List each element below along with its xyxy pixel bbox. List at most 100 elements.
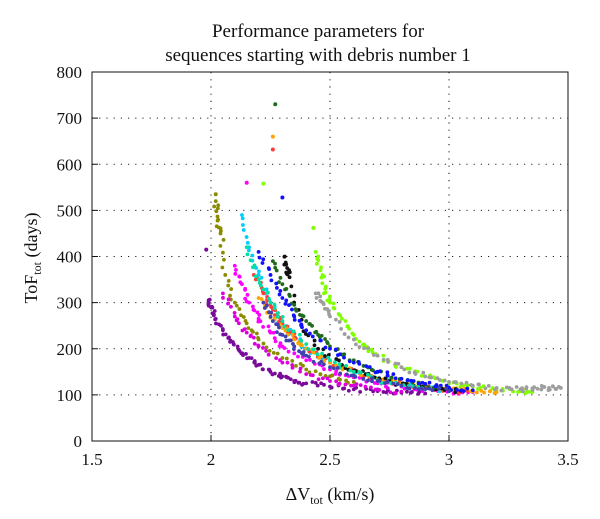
data-point xyxy=(294,363,298,368)
data-point xyxy=(244,180,249,185)
data-point xyxy=(351,337,356,342)
data-point xyxy=(298,366,303,371)
data-point xyxy=(393,361,398,366)
data-point xyxy=(286,332,291,337)
data-point xyxy=(405,389,409,394)
data-point xyxy=(344,363,349,368)
data-point xyxy=(328,314,332,319)
data-point xyxy=(280,374,285,379)
y-tick-label: 300 xyxy=(57,294,83,313)
x-tick-label: 3.5 xyxy=(557,450,578,469)
data-point xyxy=(465,386,470,391)
data-point xyxy=(364,364,369,369)
data-point xyxy=(271,350,276,355)
data-point xyxy=(342,352,347,357)
data-point xyxy=(244,321,249,326)
data-point xyxy=(272,302,277,307)
data-point xyxy=(405,378,410,383)
data-point xyxy=(226,301,230,306)
data-point xyxy=(311,359,316,364)
data-point xyxy=(304,328,309,333)
data-point xyxy=(274,356,279,361)
data-point xyxy=(328,358,332,363)
data-point xyxy=(266,296,271,301)
data-point xyxy=(240,282,244,287)
data-point xyxy=(261,257,266,262)
data-point xyxy=(499,388,504,393)
data-point xyxy=(284,298,289,303)
data-point xyxy=(258,362,263,367)
data-point xyxy=(283,301,288,306)
data-point xyxy=(292,314,297,319)
data-point xyxy=(288,338,293,343)
data-point xyxy=(243,296,248,301)
x-tick-label: 2 xyxy=(207,450,216,469)
data-point xyxy=(277,292,282,297)
data-point xyxy=(214,321,218,326)
data-point xyxy=(221,250,225,255)
data-point xyxy=(323,286,328,291)
data-point xyxy=(394,365,398,369)
data-point xyxy=(509,387,514,392)
data-point xyxy=(319,265,323,270)
data-point xyxy=(326,355,331,360)
data-point xyxy=(328,300,332,305)
data-point xyxy=(334,379,339,384)
data-point xyxy=(323,290,328,295)
data-point xyxy=(304,372,309,377)
data-point xyxy=(272,313,277,318)
data-point xyxy=(259,275,264,280)
data-point xyxy=(311,347,316,352)
data-point xyxy=(347,359,352,364)
data-point xyxy=(254,331,259,336)
x-axis-label-base: ΔV xyxy=(286,484,311,504)
data-point xyxy=(316,346,320,351)
data-point xyxy=(362,346,366,351)
data-point xyxy=(266,324,271,329)
data-point xyxy=(297,380,302,385)
data-point xyxy=(334,317,338,322)
data-point xyxy=(274,268,279,273)
data-point xyxy=(215,206,220,211)
data-point xyxy=(474,390,479,395)
data-point xyxy=(267,267,272,272)
data-point xyxy=(288,377,293,382)
data-point xyxy=(328,365,332,370)
data-point xyxy=(343,382,348,387)
data-point xyxy=(290,363,295,367)
data-point xyxy=(216,203,221,208)
data-point xyxy=(226,297,231,302)
data-point xyxy=(316,258,321,263)
data-point xyxy=(273,261,277,266)
data-point xyxy=(346,388,351,393)
data-point xyxy=(285,272,290,277)
x-tick-label: 3 xyxy=(445,450,454,469)
data-point xyxy=(375,353,380,358)
data-point xyxy=(306,347,311,351)
data-point xyxy=(246,326,251,331)
data-point xyxy=(270,319,275,323)
data-point xyxy=(328,346,332,351)
data-point xyxy=(383,376,388,381)
data-point xyxy=(319,381,324,386)
data-point xyxy=(240,328,245,333)
data-point xyxy=(273,265,278,270)
data-point xyxy=(265,290,270,295)
data-point xyxy=(233,271,238,276)
data-point xyxy=(292,337,297,342)
data-point xyxy=(322,359,327,363)
data-point xyxy=(413,372,418,376)
data-point xyxy=(236,321,241,326)
data-point xyxy=(385,380,390,384)
data-point xyxy=(252,308,257,313)
data-point xyxy=(261,181,266,186)
data-point xyxy=(423,386,428,391)
data-point xyxy=(554,386,559,391)
data-point xyxy=(222,257,226,262)
y-axis-label-subscript: tot xyxy=(30,261,44,274)
data-point xyxy=(278,275,283,280)
data-point xyxy=(351,369,356,374)
data-point xyxy=(251,330,255,334)
data-point xyxy=(304,367,309,372)
